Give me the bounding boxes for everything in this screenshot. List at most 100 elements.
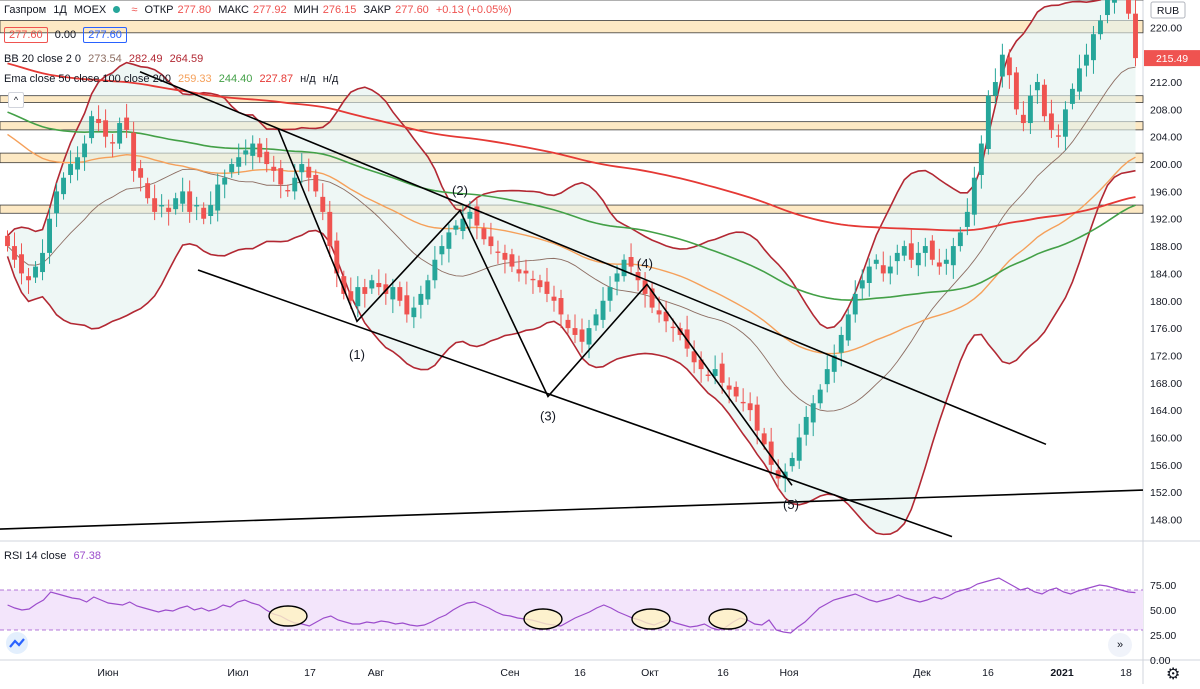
rsi-oversold-highlight bbox=[268, 605, 308, 627]
change-value: +0.13 (+0.05%) bbox=[435, 4, 512, 16]
candle-body bbox=[278, 168, 284, 185]
spread-value: 0.00 bbox=[54, 29, 77, 41]
time-tick-label: 17 bbox=[304, 667, 316, 679]
time-tick-label: 16 bbox=[982, 667, 994, 679]
candle-body bbox=[362, 287, 368, 294]
candle-body bbox=[285, 190, 291, 192]
candle-body bbox=[628, 257, 634, 267]
ema-label: Ema close 50 close 100 close 200 bbox=[4, 73, 171, 85]
bb-label: BB 20 close 2 0 bbox=[4, 53, 82, 65]
bb-upper: 282.49 bbox=[128, 53, 163, 65]
candle-body bbox=[348, 291, 354, 301]
candle-body bbox=[138, 168, 144, 178]
sell-button[interactable]: 277.60 bbox=[4, 27, 48, 43]
candle-body bbox=[537, 280, 543, 288]
ema50-line bbox=[7, 133, 1136, 355]
ema100-line bbox=[7, 111, 1136, 301]
candle-body bbox=[404, 295, 410, 315]
candle-body bbox=[376, 282, 382, 288]
candle-body bbox=[873, 259, 879, 264]
candle-body bbox=[75, 157, 81, 170]
wave-label-5: (5) bbox=[783, 497, 799, 512]
candle-body bbox=[166, 207, 172, 212]
candle-body bbox=[467, 211, 473, 219]
candle-body bbox=[152, 198, 158, 212]
candle-body bbox=[936, 262, 942, 267]
candle-body bbox=[264, 151, 270, 165]
candle-body bbox=[460, 218, 466, 232]
price-tick-label: 164.00 bbox=[1150, 405, 1182, 417]
candle-body bbox=[887, 266, 893, 274]
currency-badge bbox=[1150, 1, 1186, 19]
last-price-badge bbox=[1144, 50, 1200, 67]
price-tick-label: 180.00 bbox=[1150, 296, 1182, 308]
candle-body bbox=[719, 363, 725, 383]
rsi-tick-label: 25.00 bbox=[1150, 630, 1176, 642]
compare-icon[interactable]: ≈ bbox=[131, 4, 138, 16]
candle-body bbox=[1034, 82, 1040, 91]
candle-body bbox=[733, 386, 739, 397]
candle-body bbox=[1098, 20, 1103, 35]
candle-body bbox=[705, 374, 711, 376]
candle-body bbox=[971, 177, 977, 215]
ema-legend[interactable]: Ema close 50 close 100 close 200 259.33 … bbox=[4, 73, 342, 85]
chart-logo-icon[interactable] bbox=[6, 632, 28, 654]
bb-legend[interactable]: BB 20 close 2 0 273.54 282.49 264.59 bbox=[4, 53, 207, 65]
candle-body bbox=[740, 401, 746, 404]
time-tick-label: 16 bbox=[574, 667, 586, 679]
candle-body bbox=[236, 157, 242, 167]
candle-body bbox=[649, 288, 655, 308]
price-tick-label: 148.00 bbox=[1150, 514, 1182, 526]
candle-body bbox=[698, 359, 704, 370]
candle-body bbox=[222, 177, 228, 185]
candle-body bbox=[250, 143, 256, 156]
candle-body bbox=[68, 164, 74, 175]
candle-body bbox=[1126, 0, 1131, 14]
candle-body bbox=[1027, 95, 1033, 124]
candle-body bbox=[369, 280, 375, 289]
candle-body bbox=[600, 300, 606, 320]
candle-body bbox=[894, 252, 900, 262]
rsi-oversold-highlight bbox=[523, 608, 563, 630]
candle-body bbox=[439, 246, 445, 255]
symbol-name[interactable]: Газпром bbox=[4, 4, 47, 16]
candle-body bbox=[327, 211, 333, 247]
candle-body bbox=[901, 246, 907, 256]
candle-body bbox=[1062, 109, 1068, 137]
candle-body bbox=[992, 82, 998, 96]
rsi-band bbox=[0, 590, 1143, 630]
candle-body bbox=[96, 118, 102, 124]
candle-body bbox=[1020, 114, 1026, 124]
interval-label[interactable]: 1Д bbox=[53, 4, 67, 16]
collapse-legend-icon[interactable]: ^ bbox=[8, 92, 24, 108]
bb-basis: 273.54 bbox=[88, 53, 122, 65]
buy-button[interactable]: 277.60 bbox=[83, 27, 127, 43]
candle-body bbox=[579, 329, 585, 342]
elliott-wave-line bbox=[277, 128, 793, 486]
candle-body bbox=[810, 403, 816, 423]
candle-body bbox=[607, 287, 613, 301]
rsi-legend[interactable]: RSI 14 close 67.38 bbox=[4, 550, 105, 562]
support-zone-4 bbox=[0, 20, 1144, 34]
candle-body bbox=[950, 246, 956, 266]
time-tick-label: Июн bbox=[97, 667, 118, 679]
candle-body bbox=[187, 191, 193, 212]
candle-body bbox=[418, 293, 424, 305]
settings-icon[interactable]: ⚙ bbox=[1166, 666, 1181, 683]
market-status-icon bbox=[113, 4, 124, 16]
price-tick-label: 200.00 bbox=[1150, 159, 1182, 171]
time-tick-label: 16 bbox=[717, 667, 729, 679]
candle-body bbox=[852, 293, 858, 315]
wave-label-3: (3) bbox=[540, 408, 556, 423]
candle-body bbox=[530, 278, 536, 281]
scroll-to-latest-icon[interactable]: » bbox=[1108, 633, 1132, 657]
ema200-line bbox=[7, 62, 1136, 232]
candle-body bbox=[145, 183, 151, 199]
candle-body bbox=[516, 269, 522, 274]
rsi-tick-label: 75.00 bbox=[1150, 580, 1176, 592]
candle-body bbox=[397, 287, 403, 301]
candle-body bbox=[61, 177, 67, 195]
candle-body bbox=[425, 280, 431, 300]
